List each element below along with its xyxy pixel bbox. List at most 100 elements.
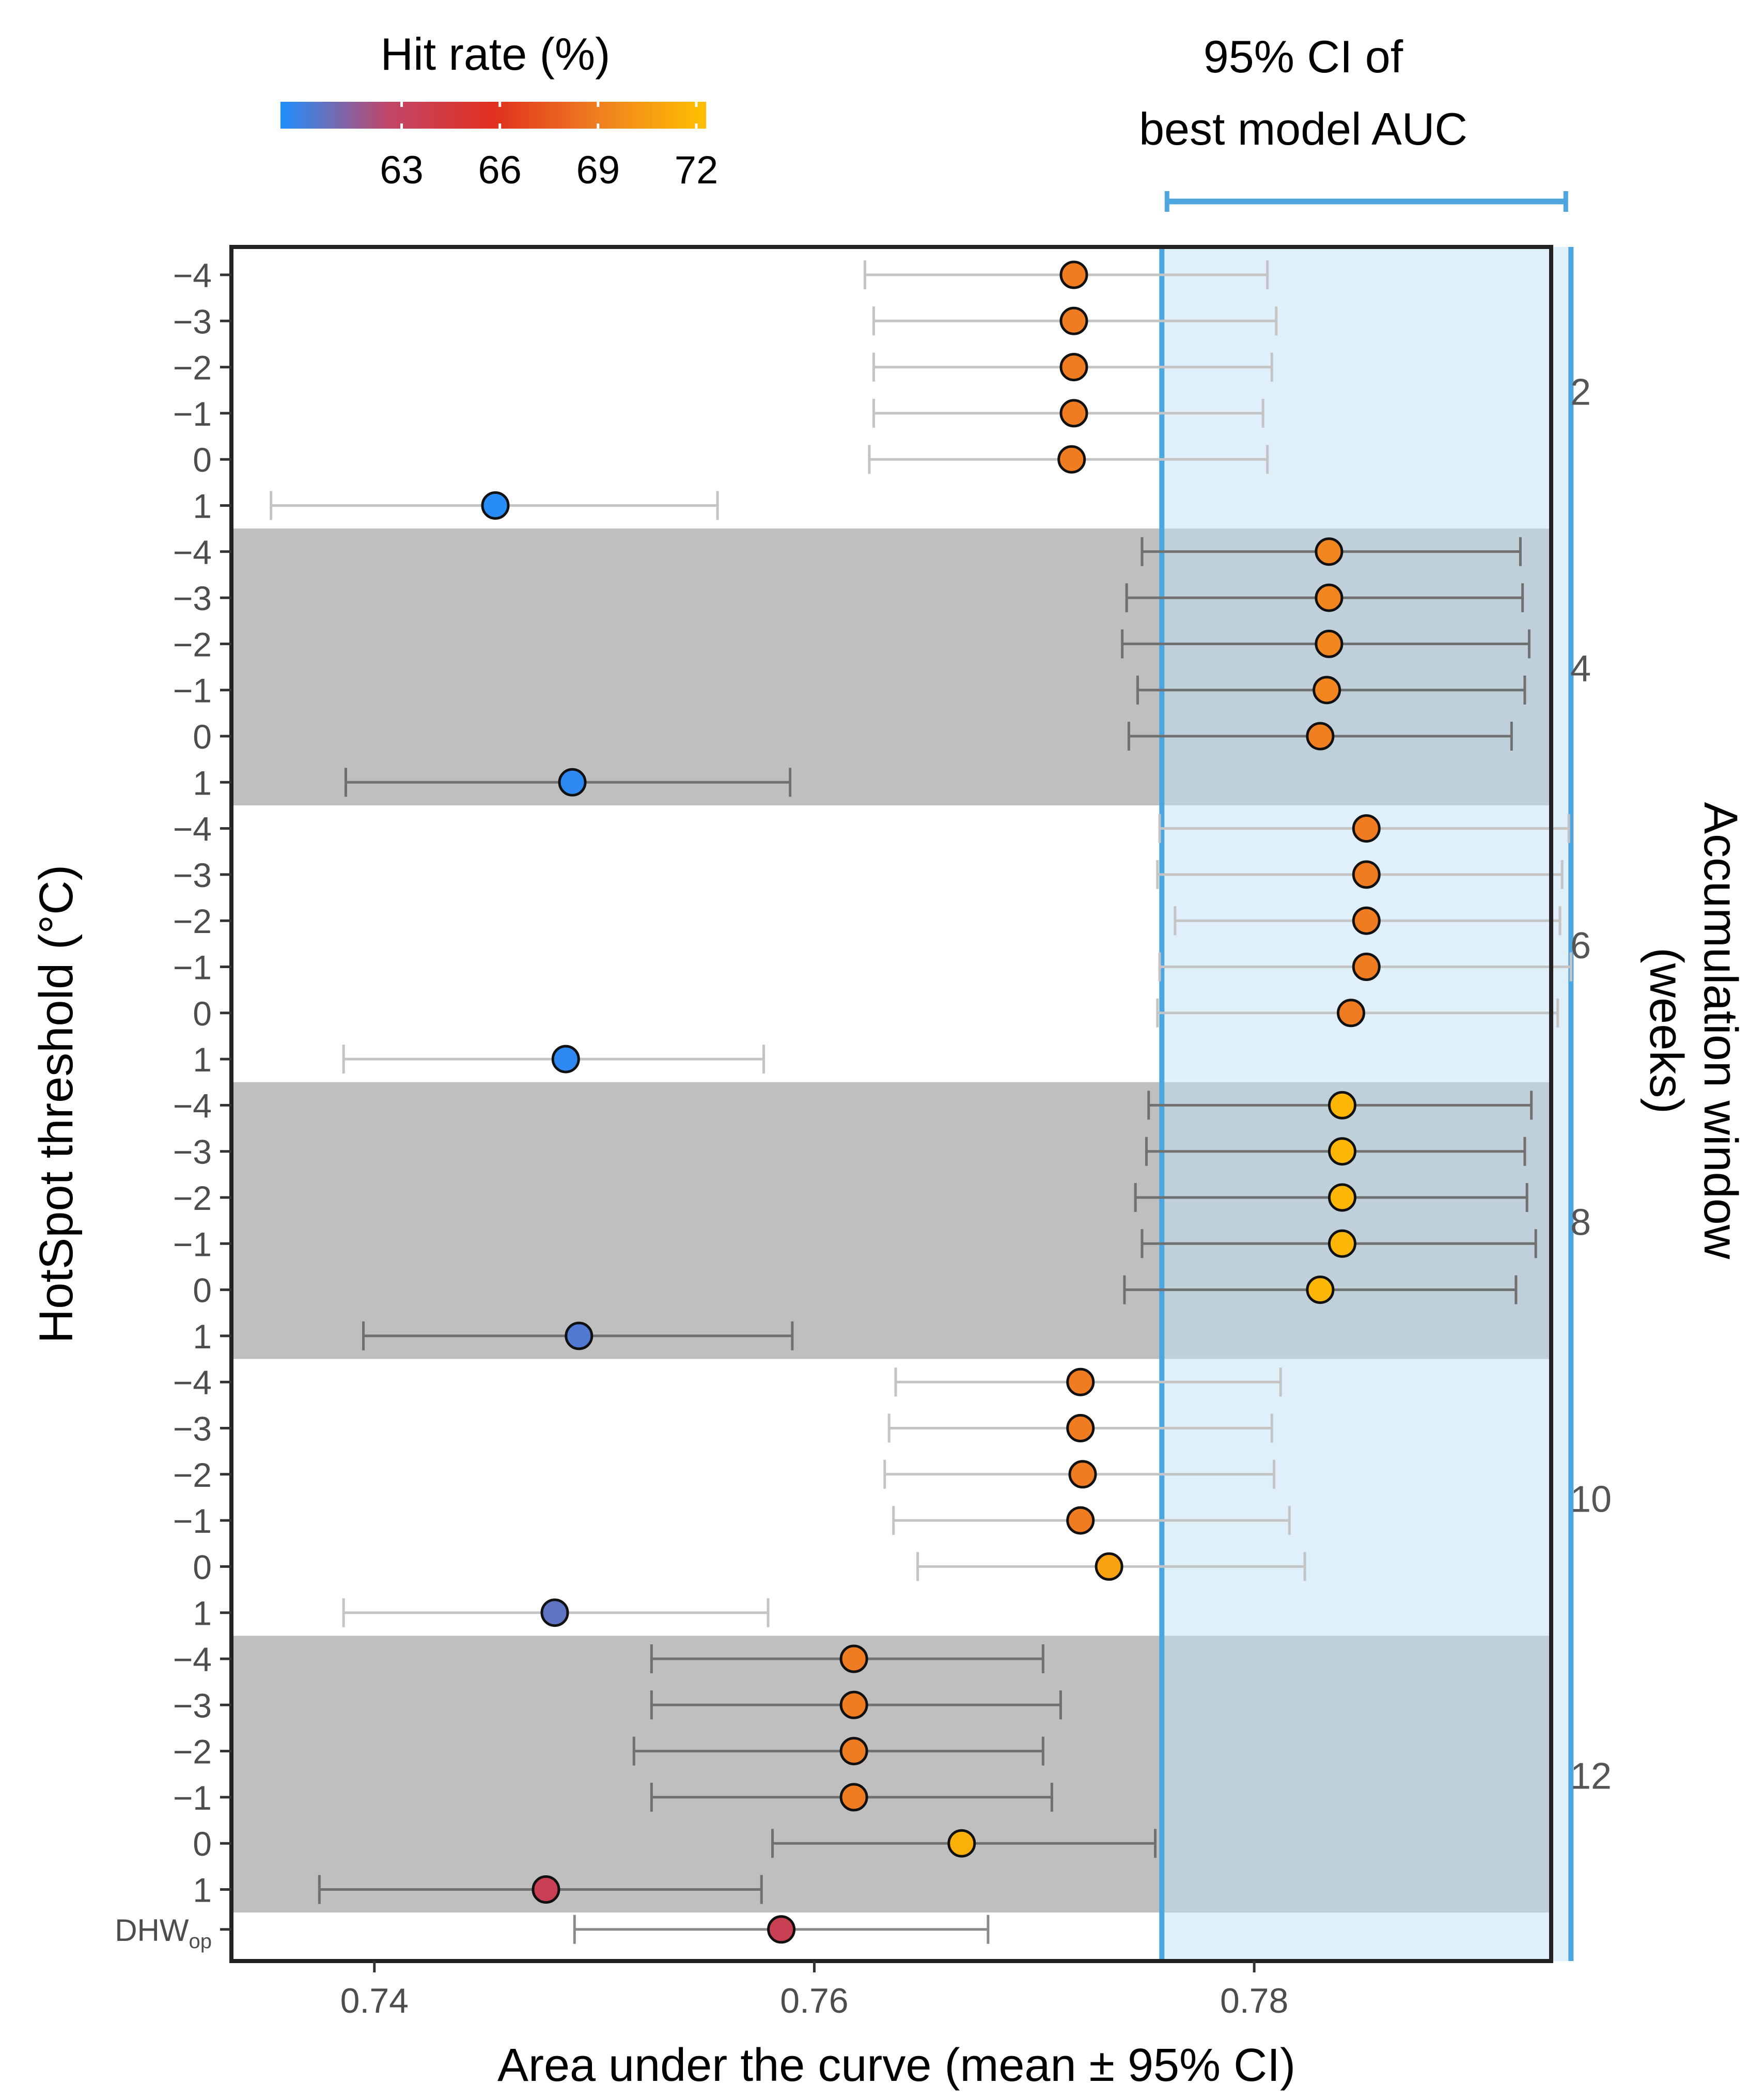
ytick-label-w8-t-2: −2	[173, 1179, 212, 1217]
axis-layer: 24681012−4−3−2−101−4−3−2−101−4−3−2−101−4…	[30, 256, 1747, 2091]
w8-t-1-point	[1328, 1229, 1356, 1258]
w12-t-2-point	[839, 1737, 868, 1766]
ytick-label-w8-t-3: −3	[173, 1133, 212, 1171]
window-label-6: 6	[1570, 925, 1591, 967]
ci-annotation-line2: best model AUC	[1139, 103, 1467, 154]
ytick-label-w12-t-3: −3	[173, 1686, 212, 1724]
xtick-label-0.78: 0.78	[1220, 1981, 1288, 2020]
legend-layer: Hit rate (%) 63 66 69 72 95% CI of best model …	[280, 28, 1568, 212]
ytick-label-w2-t0: 0	[193, 441, 212, 479]
w2-t-3-point	[1059, 306, 1088, 335]
ytick-label-w4-t-4: −4	[173, 533, 212, 571]
point-layer	[481, 260, 1381, 1944]
w6-t-3-point	[1352, 860, 1381, 889]
ytick-label-w2-t-4: −4	[173, 256, 212, 294]
ytick-label-w6-t-1: −1	[173, 948, 212, 987]
y-axis-title-right-line2: (weeks)	[1640, 947, 1693, 1114]
w4-t-3-point	[1315, 583, 1344, 612]
w2-t-1-point	[1059, 399, 1088, 428]
ytick-label-w6-t-2: −2	[173, 902, 212, 940]
xtick-label-0.74: 0.74	[340, 1981, 409, 2020]
w4-t1-point	[558, 768, 587, 797]
w6-t-2-point	[1352, 906, 1381, 935]
ytick-label-w12-t-2: −2	[173, 1733, 212, 1771]
colorbar-tick-label-69: 69	[576, 148, 620, 192]
y-axis-title-left: HotSpot threshold (°C)	[30, 865, 83, 1344]
w6-t1-point	[551, 1045, 580, 1074]
ytick-label-w10-t-3: −3	[173, 1410, 212, 1448]
w8-t-4-point	[1328, 1091, 1356, 1119]
w2-t0-point	[1057, 445, 1086, 474]
w10-t-2-point	[1068, 1460, 1097, 1489]
x-axis-title: Area under the curve (mean ± 95% CI)	[497, 2040, 1295, 2091]
ytick-label-w12-t1: 1	[193, 1871, 212, 1909]
window-label-4: 4	[1570, 648, 1591, 690]
w12-t-4-point	[839, 1644, 868, 1673]
ytick-label-w4-t0: 0	[193, 718, 212, 756]
w12-t-1-point	[839, 1783, 868, 1812]
w10-t0-point	[1095, 1552, 1123, 1581]
ytick-label-w2-t-1: −1	[173, 395, 212, 433]
ytick-label-w6-t1: 1	[193, 1040, 212, 1079]
ytick-label-w10-t0: 0	[193, 1548, 212, 1586]
ytick-label-w8-t-1: −1	[173, 1225, 212, 1263]
ytick-label-dhw-op: DHWop	[115, 1913, 212, 1953]
w2-t-2-point	[1059, 353, 1088, 382]
ytick-label-w4-t-1: −1	[173, 672, 212, 710]
w8-t0-point	[1306, 1275, 1335, 1304]
ytick-label-w10-t-2: −2	[173, 1456, 212, 1494]
w2-t-4-point	[1059, 260, 1088, 289]
ytick-label-w8-t-4: −4	[173, 1086, 212, 1125]
w8-t1-point	[565, 1321, 594, 1350]
w8-t-3-point	[1328, 1137, 1356, 1166]
window-label-8: 8	[1570, 1202, 1591, 1243]
colorbar-tick-label-72: 72	[675, 148, 719, 192]
ytick-label-w10-t1: 1	[193, 1594, 212, 1632]
w12-t-3-point	[839, 1690, 868, 1719]
ytick-label-w6-t-4: −4	[173, 810, 212, 848]
ytick-label-w4-t1: 1	[193, 764, 212, 802]
window-label-2: 2	[1570, 371, 1591, 413]
w4-t-1-point	[1313, 676, 1341, 705]
w12-t0-point	[947, 1829, 976, 1858]
w10-t1-point	[540, 1598, 569, 1627]
ytick-label-w2-t-3: −3	[173, 302, 212, 340]
ytick-label-w6-t-3: −3	[173, 856, 212, 894]
ytick-label-w10-t-4: −4	[173, 1363, 212, 1402]
dhw-op-point	[767, 1915, 796, 1944]
w4-t-2-point	[1315, 629, 1344, 658]
ytick-label-w4-t-2: −2	[173, 625, 212, 663]
ytick-label-w12-t-4: −4	[173, 1640, 212, 1678]
window-label-10: 10	[1570, 1479, 1612, 1520]
w4-t-4-point	[1315, 537, 1344, 566]
w8-t-2-point	[1328, 1183, 1356, 1212]
ytick-label-w8-t0: 0	[193, 1271, 212, 1310]
ytick-label-w12-t0: 0	[193, 1825, 212, 1863]
w2-t1-point	[481, 491, 510, 520]
w6-t-1-point	[1352, 953, 1381, 981]
w4-t0-point	[1306, 722, 1335, 751]
ytick-label-w2-t-2: −2	[173, 349, 212, 387]
ytick-label-w8-t1: 1	[193, 1317, 212, 1356]
w6-t0-point	[1336, 999, 1365, 1028]
window-label-12: 12	[1570, 1755, 1612, 1797]
ytick-label-w2-t1: 1	[193, 487, 212, 525]
colorbar-tick-label-66: 66	[478, 148, 522, 192]
ci-annotation-line1: 95% CI of	[1204, 31, 1403, 82]
ytick-label-w10-t-1: −1	[173, 1502, 212, 1540]
ytick-label-w6-t0: 0	[193, 994, 212, 1033]
w10-t-4-point	[1066, 1367, 1095, 1396]
colorbar-title: Hit rate (%)	[381, 28, 611, 80]
xtick-label-0.76: 0.76	[780, 1981, 848, 2020]
w10-t-1-point	[1066, 1506, 1095, 1535]
w12-t1-point	[532, 1875, 560, 1904]
colorbar-tick-label-63: 63	[380, 148, 424, 192]
ytick-label-w4-t-3: −3	[173, 579, 212, 617]
ytick-label-w12-t-1: −1	[173, 1779, 212, 1817]
w6-t-4-point	[1352, 814, 1381, 843]
y-axis-title-right-line1: Accumulation window	[1694, 802, 1747, 1259]
colorbar-gradient	[280, 102, 706, 129]
w10-t-3-point	[1066, 1414, 1095, 1442]
